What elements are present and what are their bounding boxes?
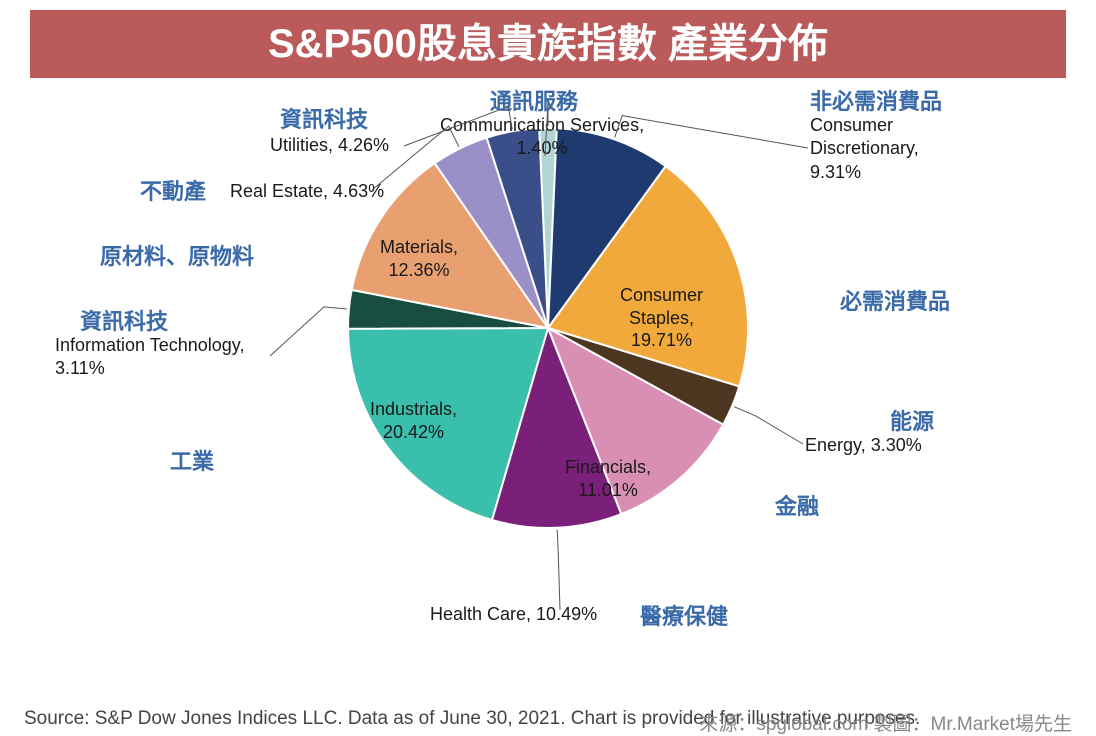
en-label-re: Real Estate, 4.63% <box>230 180 384 203</box>
zh-label-cstap: 必需消費品 <box>840 288 950 317</box>
zh-label-cdisc: 非必需消費品 <box>810 88 942 117</box>
zh-label-util: 資訊科技 <box>280 106 368 135</box>
en-label-util: Utilities, 4.26% <box>270 134 389 157</box>
zh-label-energy: 能源 <box>890 408 934 437</box>
inner-label-mat: Materials, 12.36% <box>380 236 458 281</box>
zh-label-health: 醫療保健 <box>640 603 728 632</box>
en-label-comm: Communication Services, 1.40% <box>440 114 644 161</box>
inner-label-indus: Industrials, 20.42% <box>370 398 457 443</box>
zh-label-mat: 原材料、原物料 <box>100 243 254 272</box>
zh-label-indus: 工業 <box>170 448 214 477</box>
inner-label-fin: Financials, 11.01% <box>565 456 651 501</box>
en-label-cdisc: Consumer Discretionary, 9.31% <box>810 114 919 184</box>
en-label-health: Health Care, 10.49% <box>430 603 597 626</box>
zh-label-re: 不動產 <box>140 178 206 207</box>
zh-label-it: 資訊科技 <box>80 308 168 337</box>
zh-label-fin: 金融 <box>775 493 819 522</box>
en-label-energy: Energy, 3.30% <box>805 434 922 457</box>
chart-area: 通訊服務 非必需消費品 必需消費品 能源 金融 醫療保健 工業 資訊科技 原材料… <box>0 78 1096 658</box>
en-label-it: Information Technology, 3.11% <box>55 334 244 381</box>
zh-label-comm: 通訊服務 <box>490 88 578 117</box>
inner-label-cstap: Consumer Staples, 19.71% <box>620 284 703 352</box>
page-title: S&P500股息貴族指數 產業分佈 <box>30 10 1066 78</box>
footer: Source: S&P Dow Jones Indices LLC. Data … <box>0 698 1096 736</box>
